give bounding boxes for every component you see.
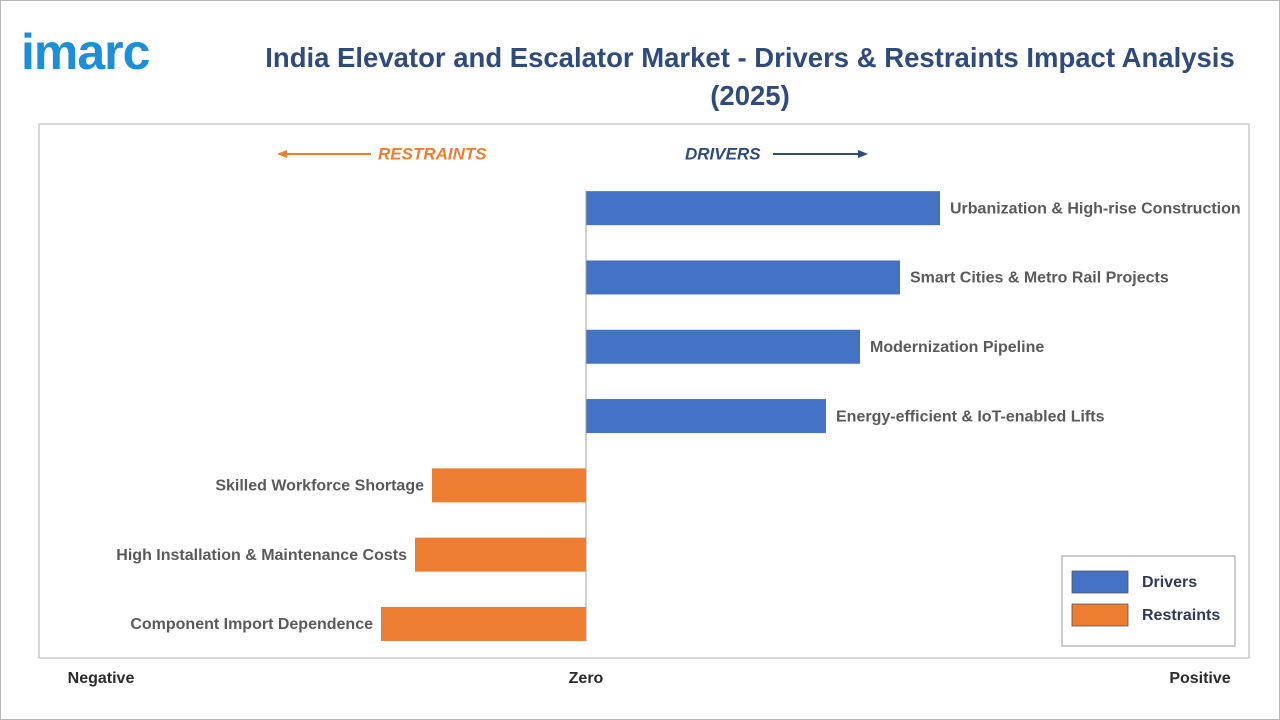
bar bbox=[432, 468, 586, 503]
restraints-arrow-head bbox=[277, 150, 287, 158]
drivers-arrow-head bbox=[858, 150, 868, 158]
legend-box bbox=[1061, 555, 1236, 647]
drivers-label: DRIVERS bbox=[685, 144, 761, 163]
logo: imarc bbox=[21, 24, 150, 80]
bar-label: Skilled Workforce Shortage bbox=[215, 478, 424, 495]
plot-area bbox=[38, 123, 1250, 659]
bar bbox=[586, 329, 860, 364]
legend-swatch bbox=[1071, 603, 1129, 627]
bar bbox=[381, 606, 586, 641]
x-tick-label: Zero bbox=[569, 670, 604, 687]
bar bbox=[586, 191, 940, 226]
restraints-label: RESTRAINTS bbox=[378, 144, 487, 163]
bar bbox=[415, 537, 586, 572]
bar-label: Component Import Dependence bbox=[130, 616, 373, 633]
x-tick-label: Negative bbox=[68, 670, 135, 687]
legend-swatch bbox=[1071, 570, 1129, 594]
bar-label: Urbanization & High-rise Construction bbox=[950, 200, 1241, 217]
bar-label: High Installation & Maintenance Costs bbox=[116, 547, 407, 564]
legend-label: Restraints bbox=[1142, 607, 1220, 624]
bar bbox=[586, 260, 900, 295]
x-tick-label: Positive bbox=[1169, 670, 1230, 687]
chart-title: India Elevator and Escalator Market - Dr… bbox=[265, 42, 1235, 111]
bar bbox=[586, 399, 826, 434]
bar-label: Energy-efficient & IoT-enabled Lifts bbox=[836, 408, 1105, 425]
legend-label: Drivers bbox=[1142, 574, 1197, 591]
bar-label: Modernization Pipeline bbox=[870, 339, 1044, 356]
bar-label: Smart Cities & Metro Rail Projects bbox=[910, 270, 1169, 287]
